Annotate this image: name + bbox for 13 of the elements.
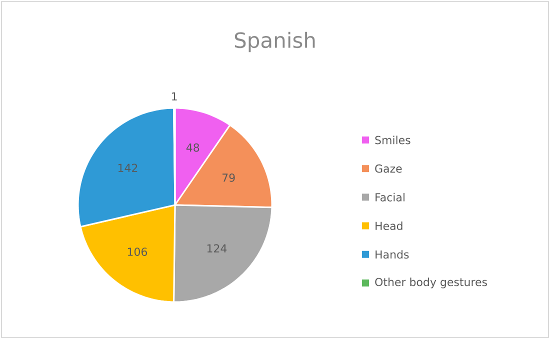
legend-label: Head: [376, 222, 402, 230]
data-label: 142: [118, 164, 138, 172]
legend-label: Hands: [376, 250, 409, 259]
data-label: 48: [186, 143, 200, 152]
chart-title: Spanish: [234, 32, 315, 52]
legend-label: Smiles: [375, 136, 410, 144]
data-label: 124: [207, 244, 227, 252]
legend-label: Facial: [376, 192, 404, 202]
data-label: 79: [222, 174, 235, 182]
legend-label: Other body gestures: [375, 278, 487, 288]
legend-label: Gaze: [375, 164, 402, 173]
data-label: 106: [128, 248, 148, 256]
data-label: 1: [172, 92, 177, 100]
